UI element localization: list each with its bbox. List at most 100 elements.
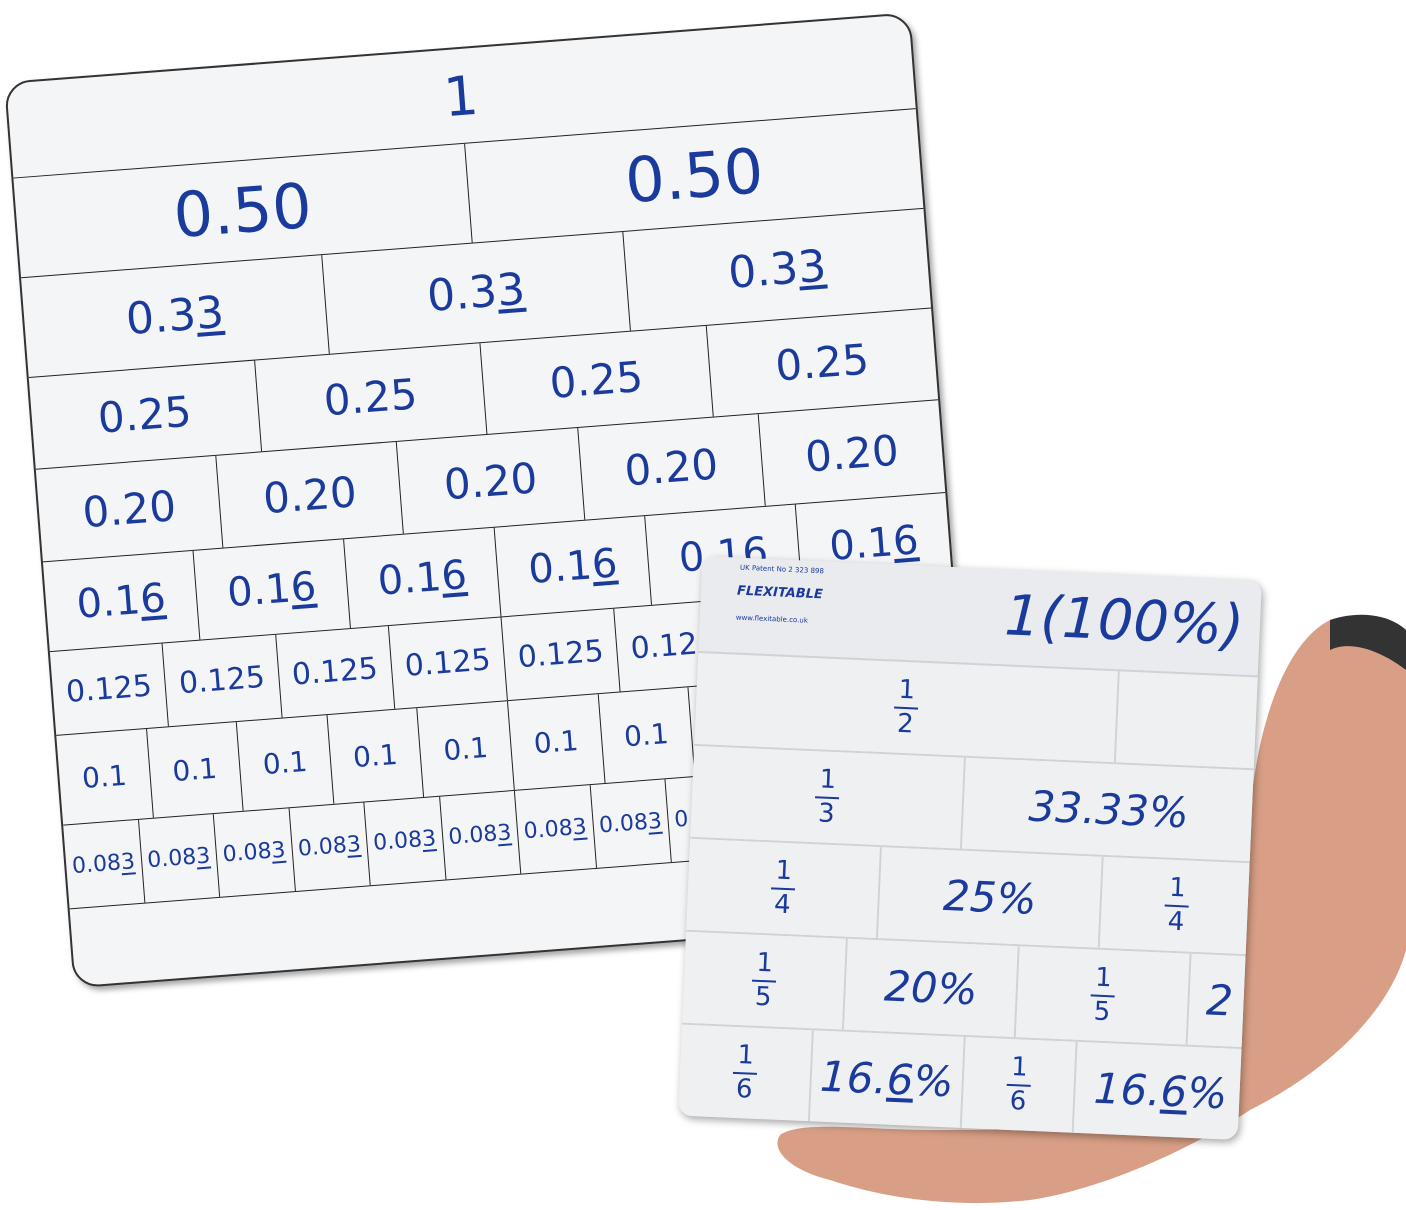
cell-value: 0.50 [622,134,766,218]
percent-label: 16.6% [1092,1063,1229,1119]
percent-label: 2 [1205,975,1234,1026]
cell-value: 0.083 [598,808,663,839]
board-cell: 0.16 [193,539,351,640]
cell-value: 0.33 [726,240,828,299]
cell-value: 0.50 [170,168,315,253]
cell-value: 0.16 [526,539,619,593]
cell-value: 0.33 [124,286,226,346]
cell-value: 0.083 [447,820,513,851]
cell-value: 0.16 [376,551,469,605]
board-cell: 0.16 [344,527,502,628]
board-cell: 0.1 [417,701,515,797]
hand [777,614,1406,1204]
board-cell: 0.1 [598,687,696,783]
cell-value: 0.16 [225,563,318,616]
numerator: 1 [1094,962,1113,994]
board-cell: 0.083 [364,796,446,886]
website-text: www.flexitable.co.uk [735,613,809,625]
numerator: 1 [774,855,793,887]
numerator: 1 [755,948,774,979]
board-cell: 0.083 [138,814,221,903]
cell-value: 0.25 [96,386,194,443]
card-cell: 20% [843,938,1020,1038]
numerator: 1 [897,674,916,706]
denominator: 6 [1009,1085,1027,1117]
board-cell: 0.125 [49,643,170,735]
board-cell: 0.1 [236,715,335,811]
percent-label: 33.33% [1027,781,1190,838]
cell-value: 0.20 [261,466,359,523]
numerator: 1 [1010,1052,1029,1083]
denominator: 2 [896,708,915,739]
cell-value: 0.125 [516,633,605,676]
cell-value: 0.125 [403,642,492,684]
board-cell: 0.20 [759,400,946,506]
board-cell: 0.1 [507,694,606,790]
board-cell: 0.125 [501,608,621,701]
board-cell: 0.1 [327,708,425,804]
percent-label: 20% [883,961,979,1015]
board-cell: 0.25 [28,360,262,469]
denominator: 6 [735,1073,754,1105]
cell-value: 0.1 [532,723,580,761]
cell-value: 0.1 [442,730,490,768]
board-cell: 0.125 [162,634,283,727]
board-cell: 0.16 [494,516,653,617]
board-cell: 0.1 [146,722,244,818]
board-cell: 0.083 [289,802,371,892]
cell-value: 0.16 [74,574,168,628]
board-cell: 0.20 [577,414,766,520]
cell-value: 0.20 [442,452,540,509]
board-cell: 0.25 [706,309,938,417]
board-cell: 0.125 [275,626,395,718]
board-cell: 0.20 [35,455,224,562]
denominator: 4 [1167,906,1185,937]
percent-label: 25% [942,870,1038,924]
cell-value: 0.083 [372,826,438,856]
cell-value: 0.1 [80,758,128,796]
board-cell: 0.083 [590,779,672,868]
denominator: 5 [754,981,773,1012]
cell-value: 0.25 [773,334,871,391]
denominator: 4 [773,889,792,920]
board-cell: 0.083 [63,819,145,909]
cell-value: 0.083 [297,831,362,862]
numerator: 1 [736,1040,755,1071]
card-cell: 16.6% [1073,1041,1250,1140]
cell-value: 0.083 [221,837,287,868]
cell-value: 0.1 [351,737,399,775]
board-cell: 0.20 [397,427,585,534]
board-cell: 0.083 [514,785,597,874]
cell-value: 0.20 [80,480,178,537]
cell-value: 0.125 [290,651,380,693]
board-cell: 0.16 [42,550,201,652]
board-cell: 0.20 [216,441,405,548]
flexitable-card: UK Patent No 2 323 898 FLEXITABLE www.fl… [678,556,1262,1140]
cell-value: 0.1 [622,716,670,754]
numerator: 1 [818,764,837,796]
cell-value: 0.20 [803,425,901,482]
cell-value: 0.1 [171,751,219,789]
cell-value: 0.1 [261,744,309,782]
cell-value: 0.20 [622,438,720,495]
cell-value: 0.083 [71,849,136,880]
cell-value: 0.125 [177,659,267,702]
whole-label: 1(100%) [1003,583,1246,659]
board-cell: 0.083 [213,808,296,897]
denominator: 5 [1093,996,1111,1027]
card-cell: 16.6% [809,1030,966,1128]
